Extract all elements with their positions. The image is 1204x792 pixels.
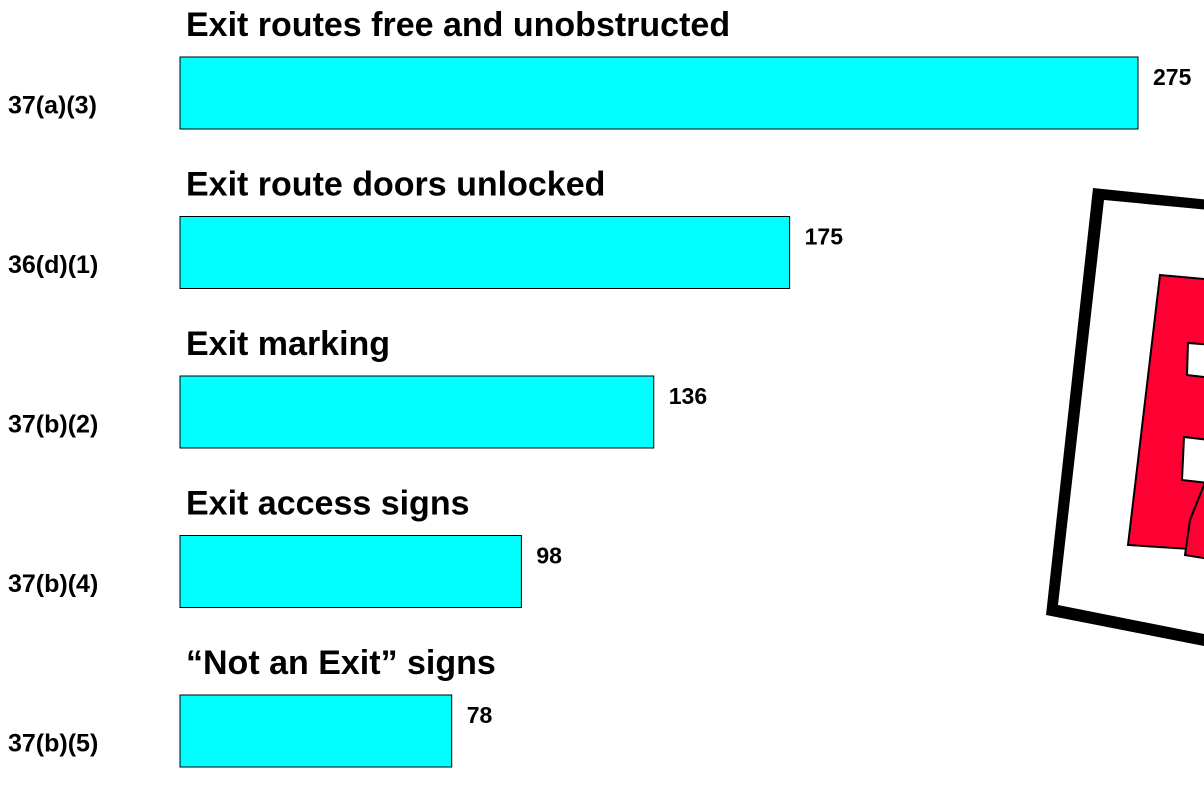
value-label: 78 [467, 702, 493, 728]
value-label: 136 [669, 383, 707, 409]
bar [179, 375, 655, 449]
bar-description: “Not an Exit” signs [186, 644, 496, 682]
bar-description: Exit route doors unlocked [186, 165, 605, 203]
bar [179, 535, 522, 608]
value-label: 275 [1153, 64, 1192, 90]
category-label: 37(b)(4) [8, 570, 98, 598]
exit-sign-image [1046, 188, 1204, 647]
category-label: 37(a)(3) [8, 92, 97, 120]
value-label: 175 [805, 224, 844, 250]
category-label: 37(b)(5) [8, 730, 98, 758]
bar [179, 694, 453, 768]
category-label: 37(b)(2) [8, 411, 98, 439]
bar-description: Exit marking [186, 325, 390, 363]
value-label: 98 [536, 543, 562, 569]
bar [179, 56, 1139, 130]
sign-letter [1126, 273, 1204, 551]
sign-letter [1183, 482, 1204, 560]
bar [179, 216, 791, 289]
bar-description: Exit access signs [186, 484, 470, 522]
bar-description: Exit routes free and unobstructed [186, 6, 730, 44]
category-label: 36(d)(1) [8, 251, 98, 279]
